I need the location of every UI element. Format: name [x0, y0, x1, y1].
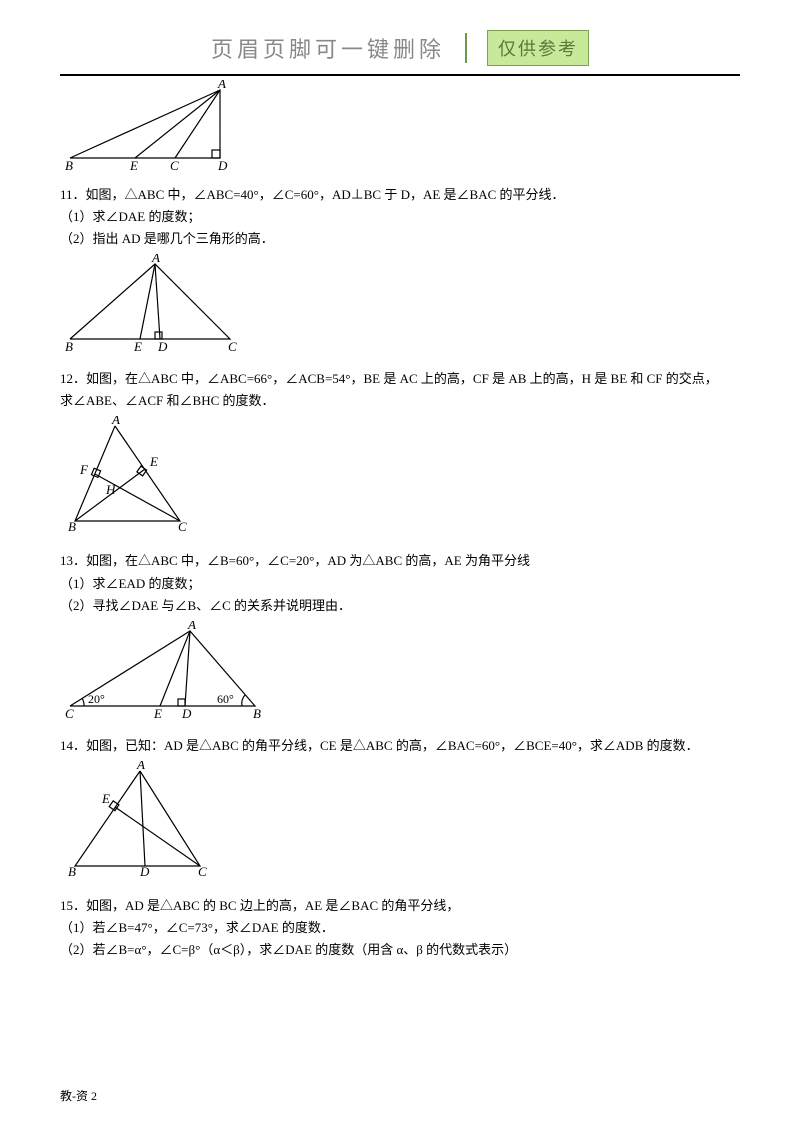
- svg-text:E: E: [129, 158, 138, 172]
- svg-text:C: C: [198, 864, 207, 879]
- svg-text:C: C: [178, 519, 187, 534]
- svg-text:A: A: [187, 621, 196, 632]
- svg-text:B: B: [65, 158, 73, 172]
- svg-text:D: D: [181, 706, 192, 721]
- svg-text:E: E: [153, 706, 162, 721]
- header-rule: [60, 74, 740, 76]
- svg-text:C: C: [170, 158, 179, 172]
- page-footer: 教-资 2: [60, 1087, 97, 1104]
- problem-15: 15．如图，AD 是△ABC 的 BC 边上的高，AE 是∠BAC 的角平分线，…: [60, 895, 740, 961]
- diagram-top: B E C D A: [60, 80, 740, 176]
- diagram-12: A B C E F H: [60, 416, 740, 540]
- diagram-11: B E D C A: [60, 254, 740, 358]
- svg-text:A: A: [151, 254, 160, 265]
- svg-text:E: E: [149, 454, 158, 469]
- p12-line1: 12．如图，在△ABC 中，∠ABC=66°，∠ACB=54°，BE 是 AC …: [60, 368, 740, 390]
- svg-text:D: D: [217, 158, 228, 172]
- svg-text:C: C: [228, 339, 237, 354]
- svg-text:B: B: [68, 864, 76, 879]
- p11-line2: （1）求∠DAE 的度数；: [60, 206, 740, 228]
- p13-line1: 13．如图，在△ABC 中，∠B=60°，∠C=20°，AD 为△ABC 的高，…: [60, 550, 740, 572]
- header-divider: [465, 33, 467, 63]
- diagram-13: C E D B A 20° 60°: [60, 621, 740, 725]
- svg-text:A: A: [111, 416, 120, 427]
- p13-line3: （2）寻找∠DAE 与∠B、∠C 的关系并说明理由．: [60, 595, 740, 617]
- problem-14: 14．如图，已知：AD 是△ABC 的角平分线，CE 是△ABC 的高，∠BAC…: [60, 735, 740, 885]
- p15-line3: （2）若∠B=α°，∠C=β°（α＜β），求∠DAE 的度数（用含 α、β 的代…: [60, 939, 740, 961]
- svg-text:D: D: [157, 339, 168, 354]
- problem-11: 11．如图，△ABC 中，∠ABC=40°，∠C=60°，AD⊥BC 于 D，A…: [60, 184, 740, 358]
- svg-text:20°: 20°: [88, 692, 105, 706]
- page-header: 页眉页脚可一键删除 仅供参考: [60, 30, 740, 66]
- diagram-14: A B C D E: [60, 761, 740, 885]
- svg-text:E: E: [101, 791, 110, 806]
- p13-line2: （1）求∠EAD 的度数；: [60, 573, 740, 595]
- svg-text:E: E: [133, 339, 142, 354]
- svg-text:H: H: [105, 482, 116, 497]
- svg-text:A: A: [217, 80, 226, 91]
- svg-text:F: F: [79, 462, 89, 477]
- p14-line1: 14．如图，已知：AD 是△ABC 的角平分线，CE 是△ABC 的高，∠BAC…: [60, 735, 740, 757]
- svg-text:B: B: [253, 706, 261, 721]
- svg-text:C: C: [65, 706, 74, 721]
- p12-line2: 求∠ABE、∠ACF 和∠BHC 的度数．: [60, 390, 740, 412]
- svg-text:B: B: [68, 519, 76, 534]
- p11-line3: （2）指出 AD 是哪几个三角形的高．: [60, 228, 740, 250]
- problem-13: 13．如图，在△ABC 中，∠B=60°，∠C=20°，AD 为△ABC 的高，…: [60, 550, 740, 724]
- p15-line1: 15．如图，AD 是△ABC 的 BC 边上的高，AE 是∠BAC 的角平分线，: [60, 895, 740, 917]
- p11-line1: 11．如图，△ABC 中，∠ABC=40°，∠C=60°，AD⊥BC 于 D，A…: [60, 184, 740, 206]
- svg-text:B: B: [65, 339, 73, 354]
- header-title: 页眉页脚可一键删除: [211, 32, 445, 64]
- svg-text:A: A: [136, 761, 145, 772]
- header-badge: 仅供参考: [487, 30, 589, 66]
- svg-text:D: D: [139, 864, 150, 879]
- svg-text:60°: 60°: [217, 692, 234, 706]
- problem-12: 12．如图，在△ABC 中，∠ABC=66°，∠ACB=54°，BE 是 AC …: [60, 368, 740, 540]
- p15-line2: （1）若∠B=47°，∠C=73°，求∠DAE 的度数．: [60, 917, 740, 939]
